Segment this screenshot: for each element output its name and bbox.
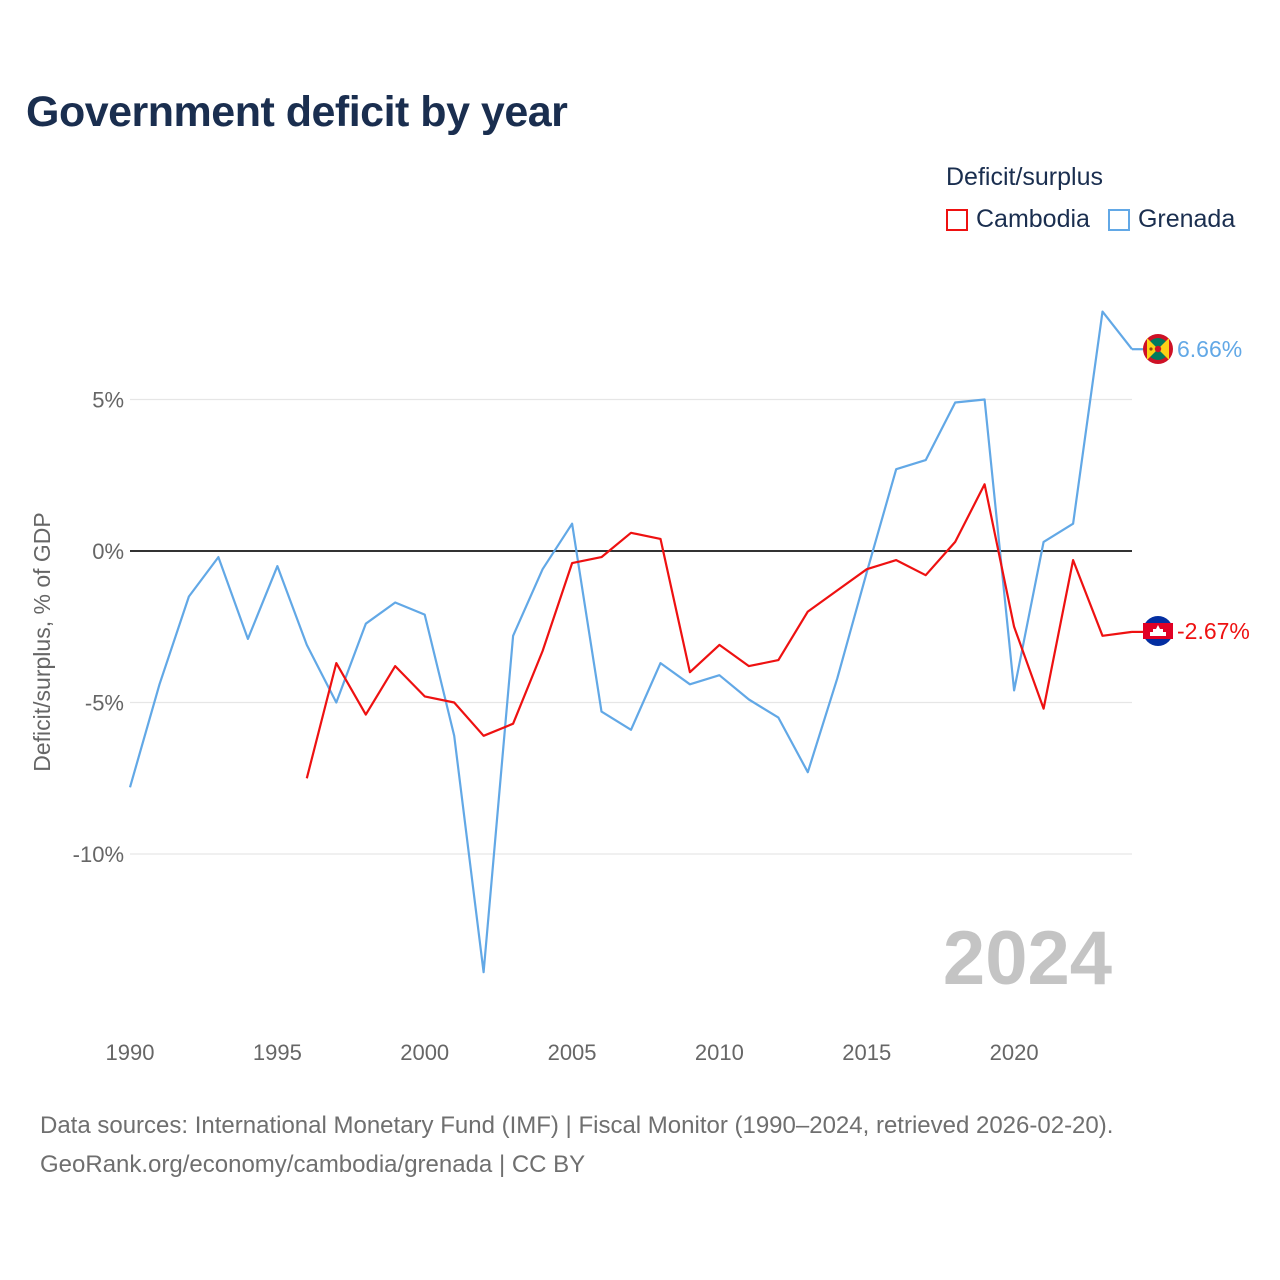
legend-title: Deficit/surplus <box>946 163 1103 191</box>
end-label-grenada: 6.66% <box>1177 336 1242 362</box>
series-group <box>128 310 1143 974</box>
y-axis-label: Deficit/surplus, % of GDP <box>29 512 55 771</box>
y-tick-label: -10% <box>73 842 124 867</box>
legend-item-cambodia[interactable]: Cambodia <box>946 205 1090 234</box>
legend-swatch-cambodia <box>946 208 968 231</box>
grenada-flag-icon <box>1143 334 1173 364</box>
source-line-2[interactable]: GeoRank.org/economy/cambodia/grenada | C… <box>40 1151 586 1178</box>
legend-label-grenada: Grenada <box>1137 205 1236 233</box>
legend-swatch-grenada <box>1107 208 1130 231</box>
year-label: 2024 <box>943 916 1112 1001</box>
x-tick-label: 2020 <box>990 1040 1039 1065</box>
x-tick-label: 2010 <box>695 1040 744 1065</box>
x-tick-label: 1990 <box>106 1040 155 1065</box>
y-tick-label: 5% <box>92 388 124 413</box>
cambodia-flag-icon <box>1143 616 1173 646</box>
x-tick-label: 2015 <box>842 1040 891 1065</box>
end-markers <box>1143 334 1173 646</box>
y-tick-label: 0% <box>92 539 124 564</box>
source-line-1: Data sources: International Monetary Fun… <box>40 1112 1114 1139</box>
y-tick-label: -5% <box>85 691 124 716</box>
legend-label-cambodia: Cambodia <box>976 205 1090 233</box>
source-note: Data sources: International Monetary Fun… <box>40 1106 1113 1184</box>
legend-item-grenada[interactable]: Grenada <box>1107 205 1236 234</box>
x-tick-label: 1995 <box>253 1040 302 1065</box>
series-line-grenada[interactable] <box>128 310 1133 974</box>
x-tick-label: 2000 <box>400 1040 449 1065</box>
grid: 5% 0% -5% -10% 1990 1995 2000 2005 2010 2015 2020 <box>73 388 1132 1065</box>
chart-title: Government deficit by year <box>26 88 568 136</box>
end-label-cambodia: -2.67% <box>1177 618 1250 644</box>
line-chart: 5%0%-5%-10%1990 1995 2000 2005 2010 2015 2020 … <box>29 310 1250 1065</box>
series-line-cambodia[interactable] <box>305 483 1133 779</box>
x-tick-label: 2005 <box>548 1040 597 1065</box>
legend: Cambodia Grenada <box>946 205 1253 234</box>
